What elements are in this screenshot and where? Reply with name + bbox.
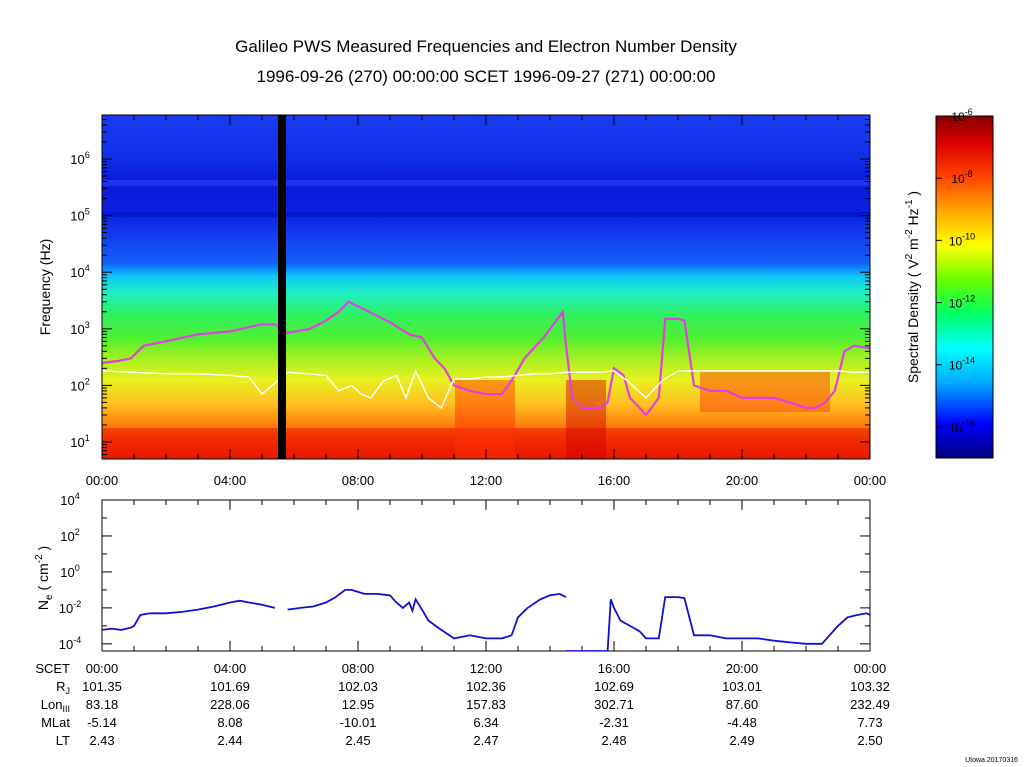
- chart-title-line1: Galileo PWS Measured Frequencies and Ele…: [235, 37, 737, 56]
- hf-noise-band: [102, 180, 870, 186]
- ephemeris-value: 8.08: [217, 715, 242, 730]
- density-tick-label: 100: [60, 563, 79, 580]
- ephemeris-row-label: LonIII: [41, 697, 70, 714]
- time-tick-label: 20:00: [726, 473, 759, 488]
- ephemeris-value: 157.83: [466, 697, 506, 712]
- colorbar-tick-label: 10-6: [951, 107, 972, 124]
- ephemeris-value: -4.48: [727, 715, 757, 730]
- ephemeris-value: 102.03: [338, 679, 378, 694]
- density-x-ticks: [101, 500, 871, 651]
- ephemeris-value: 2.49: [729, 733, 754, 748]
- ephemeris-value: 2.50: [857, 733, 882, 748]
- time-tick-label: 04:00: [214, 473, 247, 488]
- ephemeris-value: -2.31: [599, 715, 629, 730]
- ephemeris-value: 00:00: [854, 661, 887, 676]
- time-tick-label: 08:00: [342, 473, 375, 488]
- ephemeris-value: 12.95: [342, 697, 375, 712]
- freq-tick-label: 103: [70, 320, 89, 337]
- ephemeris-value: 2.47: [473, 733, 498, 748]
- ephemeris-row-label: MLat: [41, 715, 70, 730]
- ephemeris-value: 7.73: [857, 715, 882, 730]
- colorbar-tick-label: 10-10: [949, 231, 975, 248]
- time-tick-label: 00:00: [854, 473, 887, 488]
- colorbar-tick-label: 10-8: [951, 169, 972, 186]
- density-line-segment: [287, 589, 567, 640]
- ephemeris-value: 04:00: [214, 661, 247, 676]
- ephemeris-row-label: LT: [56, 733, 70, 748]
- ephemeris-value: 232.49: [850, 697, 890, 712]
- density-line-segment: [566, 596, 870, 651]
- magenta-trace-line: [102, 300, 870, 417]
- ephemeris-value: 2.45: [345, 733, 370, 748]
- ephemeris-value: -10.01: [340, 715, 377, 730]
- ephemeris-value: 08:00: [342, 661, 375, 676]
- density-tick-label: 10-2: [59, 599, 81, 616]
- ephemeris-value: 103.32: [850, 679, 890, 694]
- ephemeris-row-label: SCET: [35, 661, 70, 676]
- credit-label: UIowa 20170316: [965, 757, 1018, 764]
- density-tick-label: 10-4: [59, 635, 81, 652]
- time-tick-label: 12:00: [470, 473, 503, 488]
- colorbar-tick-label: 10-16: [949, 418, 975, 435]
- density-panel: 10-4 10-2 100 102 104 Ne ( cm-2 ): [34, 491, 871, 652]
- density-tick-label: 104: [60, 491, 79, 508]
- ephemeris-value: 83.18: [86, 697, 119, 712]
- ephemeris-value: 12:00: [470, 661, 503, 676]
- ephemeris-value: 2.48: [601, 733, 626, 748]
- ephemeris-value: 2.43: [89, 733, 114, 748]
- ephemeris-row-label: RJ: [56, 679, 70, 696]
- density-y-ticks: 10-4 10-2 100 102 104: [59, 491, 870, 652]
- spectrogram-y-ticks: 101 102 103 104 105 106: [70, 114, 870, 460]
- time-tick-label: 00:00: [86, 473, 119, 488]
- ephemeris-value: 20:00: [726, 661, 759, 676]
- freq-tick-label: 102: [70, 376, 89, 393]
- ephemeris-value: 87.60: [726, 697, 759, 712]
- ephemeris-value: 2.44: [217, 733, 242, 748]
- density-trace-group: [102, 589, 870, 651]
- ephemeris-value: 101.35: [82, 679, 122, 694]
- ephemeris-value: 101.69: [210, 679, 250, 694]
- hf-noise-band-2: [102, 212, 870, 217]
- white-trace-group: [102, 369, 870, 410]
- time-tick-label: 16:00: [598, 473, 631, 488]
- ephemeris-value: 102.36: [466, 679, 506, 694]
- colorbar-tick-label: 10-14: [949, 356, 975, 373]
- enhanced-emission-12h: [455, 380, 515, 459]
- white-trace-line: [102, 369, 870, 410]
- ephemeris-value: 00:00: [86, 661, 119, 676]
- colorbar: 10-6 10-8 10-10 10-12 10-14 10-16 Spectral De…: [904, 107, 994, 459]
- freq-tick-label: 101: [70, 433, 89, 450]
- ephemeris-value: 16:00: [598, 661, 631, 676]
- freq-tick-label: 106: [70, 150, 89, 167]
- frequency-axis-label: Frequency (Hz): [37, 239, 53, 335]
- ephemeris-value: -5.14: [87, 715, 117, 730]
- freq-tick-label: 104: [70, 263, 89, 280]
- data-gap: [278, 115, 286, 459]
- ephemeris-value: 103.01: [722, 679, 762, 694]
- density-tick-label: 102: [60, 527, 79, 544]
- freq-tick-label: 105: [70, 207, 89, 224]
- colorbar-ticks: 10-6 10-8 10-10 10-12 10-14 10-16: [936, 107, 975, 435]
- density-frame: [101, 499, 871, 652]
- density-axis-label: Ne ( cm-2 ): [34, 546, 55, 610]
- ephemeris-value: 6.34: [473, 715, 498, 730]
- colorbar-tick-label: 10-12: [949, 294, 975, 311]
- ephemeris-value: 102.69: [594, 679, 634, 694]
- colorbar-label: Spectral Density ( V2 m-2 Hz-1 ): [904, 191, 921, 383]
- chart-title-line2: 1996-09-26 (270) 00:00:00 SCET 1996-09-2…: [256, 67, 715, 86]
- magenta-trace-group: [102, 300, 870, 417]
- ephemeris-value: 228.06: [210, 697, 250, 712]
- spectrogram-x-ticks: 00:00 04:00 08:00 12:00 16:00 20:00 00:00: [86, 115, 887, 488]
- density-line-segment: [102, 599, 276, 631]
- ephemeris-table: SCET 00:00 04:00 08:00 12:00 16:00 20:00 00:00 R…: [35, 661, 890, 748]
- colorbar-gradient: [935, 115, 994, 459]
- ephemeris-value: 302.71: [594, 697, 634, 712]
